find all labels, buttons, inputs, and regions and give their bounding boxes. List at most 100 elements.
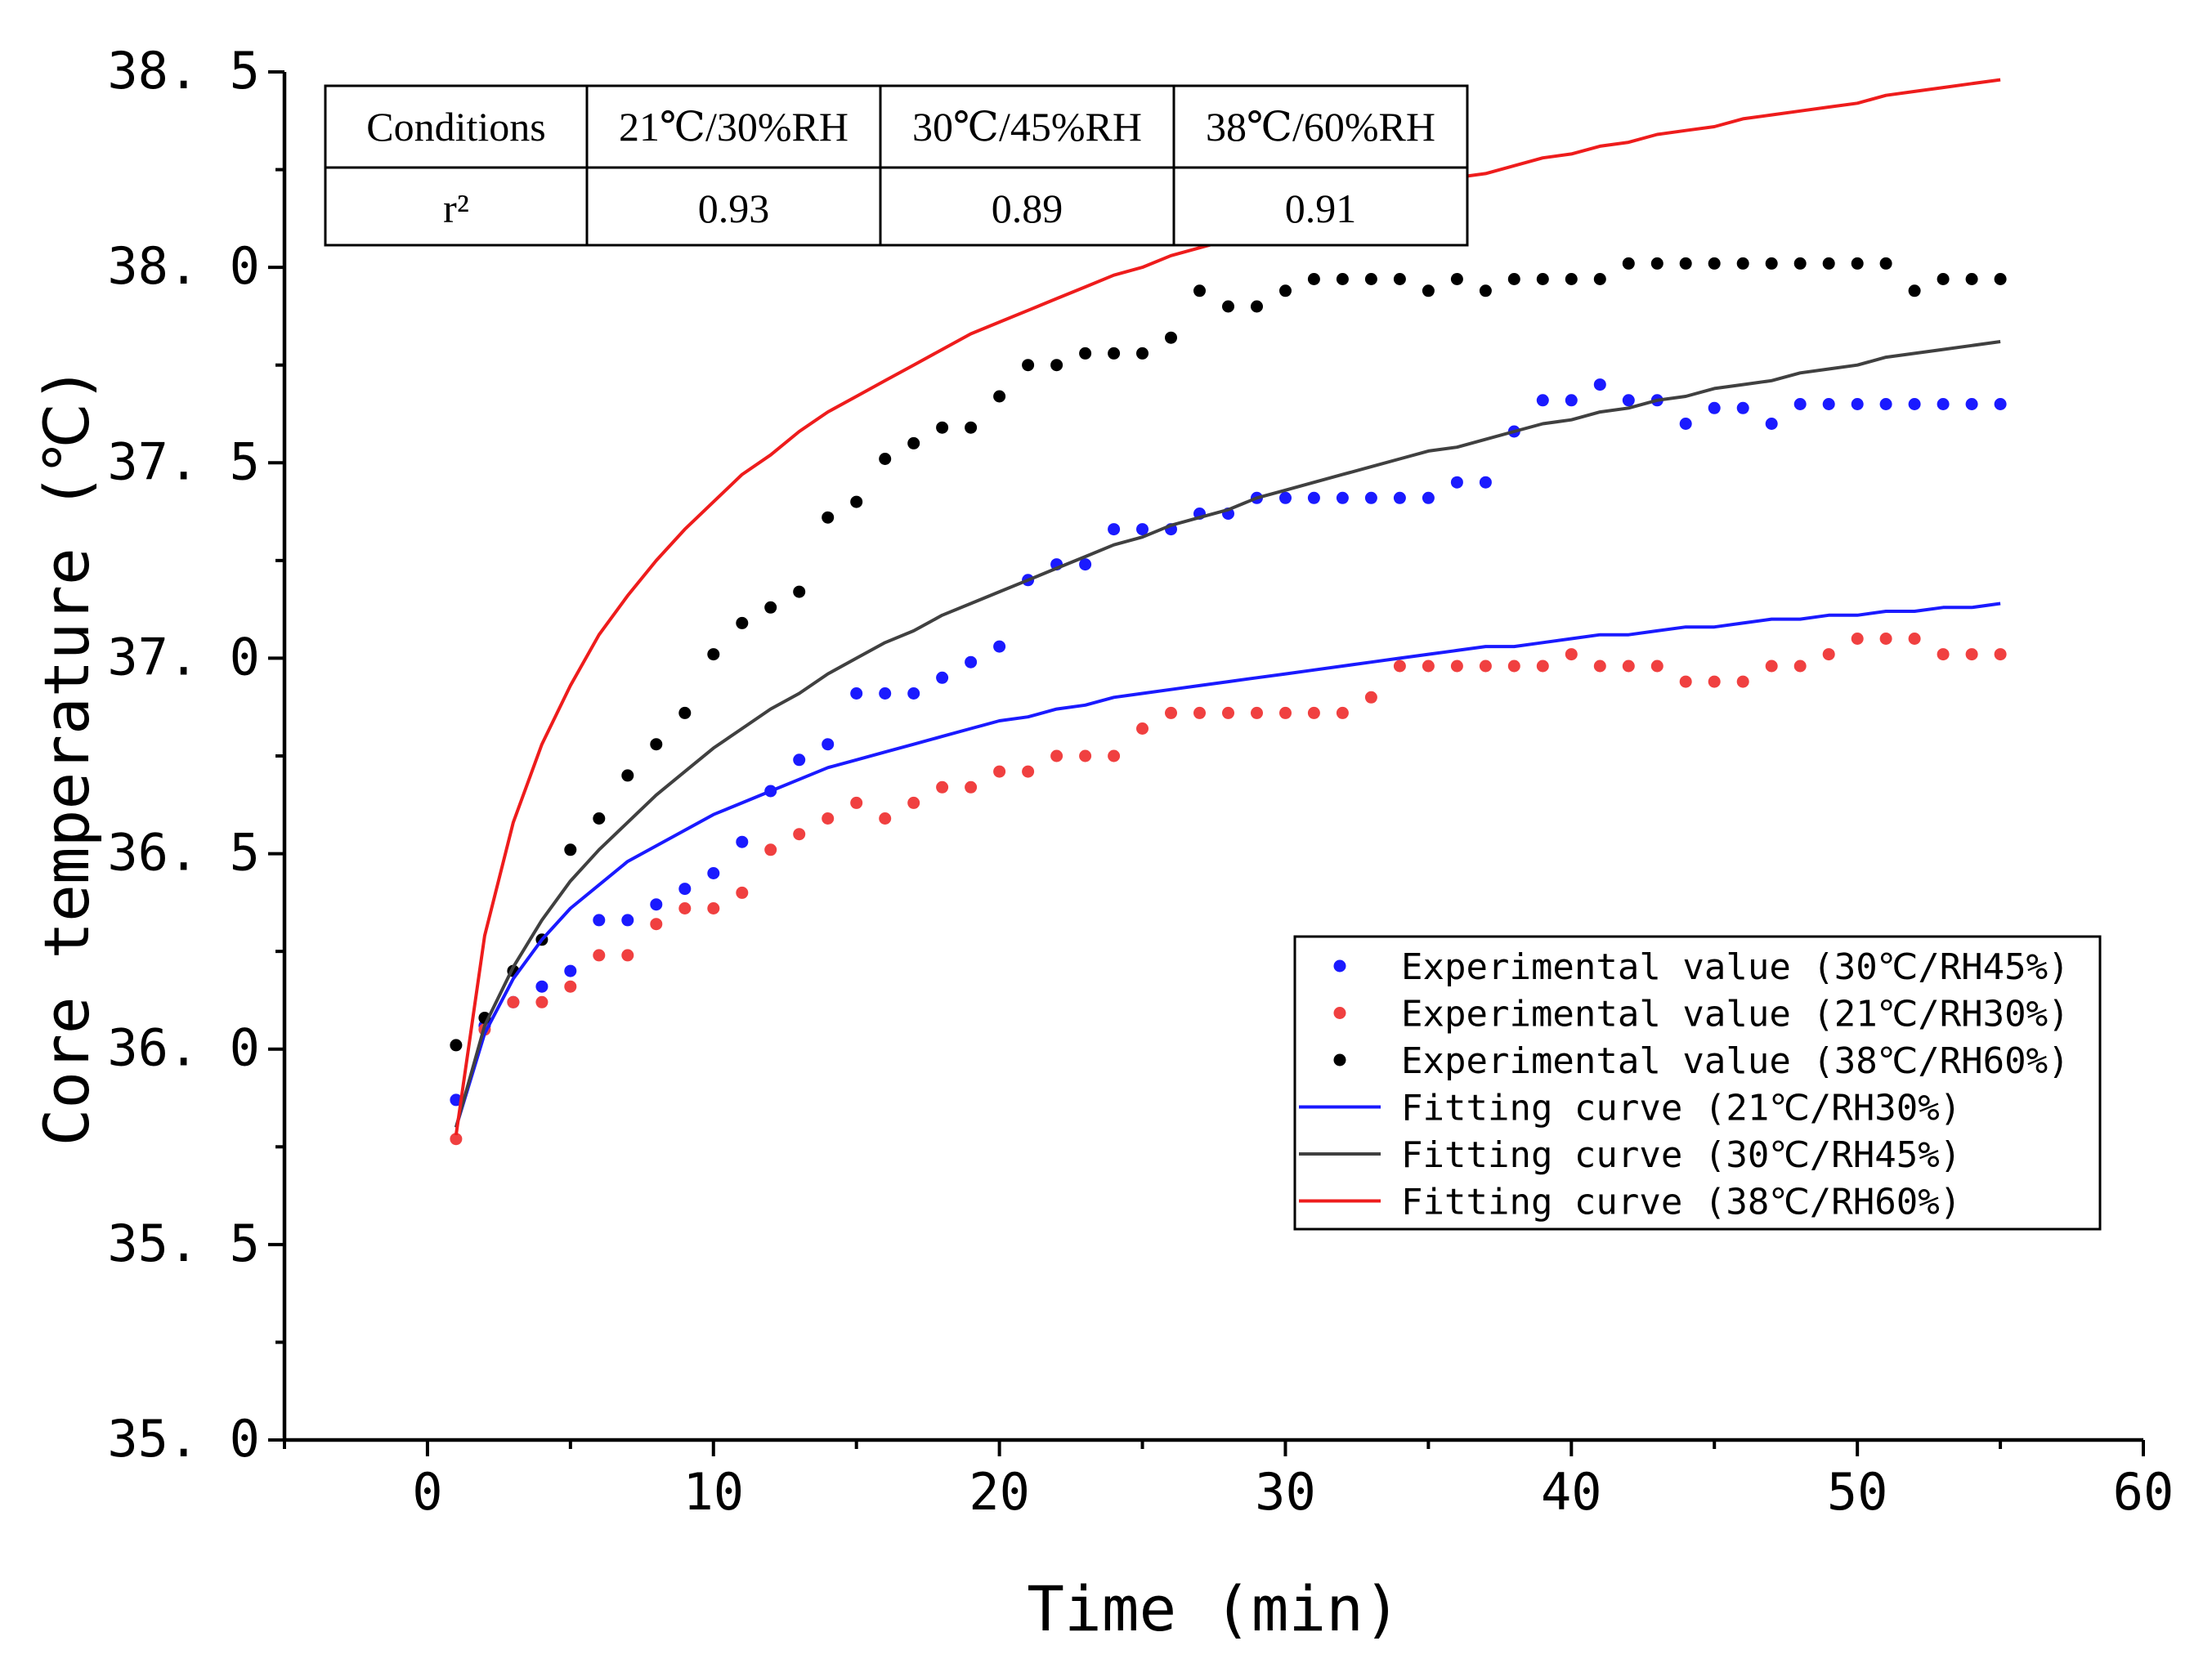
data-point [1507, 273, 1520, 285]
y-tick-label: 35. 0 [107, 1409, 260, 1469]
data-point [1994, 648, 2007, 661]
data-point [1336, 273, 1349, 285]
data-point [1565, 648, 1578, 661]
y-tick-label: 37. 5 [107, 432, 260, 491]
data-point [736, 835, 749, 848]
data-point [1422, 491, 1435, 504]
x-tick-label: 10 [683, 1462, 744, 1522]
data-point [1336, 491, 1349, 504]
data-point [621, 914, 634, 927]
data-point [1536, 273, 1549, 285]
data-point [850, 796, 863, 809]
data-point [1937, 273, 1950, 285]
data-point [1050, 749, 1063, 762]
data-point [1450, 660, 1463, 673]
table-border [324, 84, 1469, 247]
data-point [1879, 398, 1892, 410]
data-point [1251, 706, 1263, 719]
data-point [1650, 660, 1663, 673]
data-point [965, 780, 978, 794]
data-point [1136, 523, 1149, 536]
data-point [1879, 257, 1892, 270]
data-point [1908, 398, 1921, 410]
data-point [1193, 284, 1206, 297]
data-point [1593, 660, 1606, 673]
data-point [678, 706, 692, 719]
data-point [1708, 257, 1721, 270]
data-point [650, 738, 663, 751]
data-point [1536, 394, 1549, 407]
data-point [1994, 273, 2007, 285]
data-point [1822, 398, 1835, 410]
data-point [793, 828, 806, 841]
data-point [1108, 749, 1121, 762]
data-point [936, 780, 949, 794]
data-point [1307, 706, 1320, 719]
data-point [1079, 749, 1092, 762]
legend-label: Experimental value (30℃/RH45%) [1401, 946, 2070, 988]
x-tick-label: 20 [969, 1462, 1030, 1522]
data-point [450, 1039, 463, 1052]
data-point [879, 812, 892, 825]
data-point [1937, 648, 1950, 661]
x-tick-label: 40 [1541, 1462, 1602, 1522]
data-point [993, 640, 1006, 653]
legend-point-swatch [1333, 1053, 1346, 1066]
data-point [1736, 675, 1749, 688]
data-point [1108, 347, 1121, 360]
data-point [593, 949, 606, 962]
data-point [850, 495, 863, 508]
data-point [1822, 648, 1835, 661]
data-point [1965, 648, 1978, 661]
data-point [1708, 675, 1721, 688]
y-tick-label: 35. 5 [107, 1214, 260, 1273]
data-point [1393, 273, 1406, 285]
data-point [1765, 418, 1778, 430]
data-point [822, 812, 835, 825]
table-value-cell: 0.91 [1285, 186, 1357, 231]
data-point [879, 687, 892, 700]
data-point [1279, 706, 1292, 719]
data-point [1765, 257, 1778, 270]
table-value-cell: 0.89 [992, 186, 1063, 231]
data-point [535, 980, 549, 993]
data-point [1650, 257, 1663, 270]
data-point [907, 796, 920, 809]
data-point [1679, 257, 1692, 270]
table-value-cell: 0.93 [698, 186, 770, 231]
fitting-curve-3 [454, 601, 2001, 1128]
x-tick-label: 30 [1255, 1462, 1316, 1522]
data-point [907, 687, 920, 700]
data-point [678, 902, 692, 914]
data-point [764, 601, 777, 614]
data-point [1422, 284, 1435, 297]
legend-label: Experimental value (21℃/RH30%) [1401, 994, 2070, 1035]
data-point [1593, 378, 1606, 391]
data-point [1307, 273, 1320, 285]
data-point [1565, 273, 1578, 285]
data-point [621, 949, 634, 962]
table-header-cell: 21℃/30%RH [619, 104, 849, 150]
data-point [1165, 706, 1177, 719]
data-point [1393, 660, 1406, 673]
data-point [1793, 398, 1807, 410]
data-point [822, 738, 835, 751]
table-header-cell: 30℃/45%RH [912, 104, 1142, 150]
data-point [1479, 476, 1492, 489]
data-point [907, 436, 920, 449]
data-point [1136, 722, 1149, 735]
data-point [879, 453, 892, 465]
data-point [1793, 660, 1807, 673]
y-tick-label: 38. 5 [107, 41, 260, 101]
data-point [1079, 347, 1092, 360]
data-point [1536, 660, 1549, 673]
legend-box [1293, 935, 2102, 1231]
data-point [707, 648, 720, 661]
data-point [1279, 491, 1292, 504]
x-axis-title: Time (min) [1027, 1572, 1401, 1645]
data-point [1937, 398, 1950, 410]
data-point [1793, 257, 1807, 270]
legend-label: Experimental value (38℃/RH60%) [1401, 1040, 2070, 1082]
x-tick-label: 60 [2113, 1462, 2174, 1522]
